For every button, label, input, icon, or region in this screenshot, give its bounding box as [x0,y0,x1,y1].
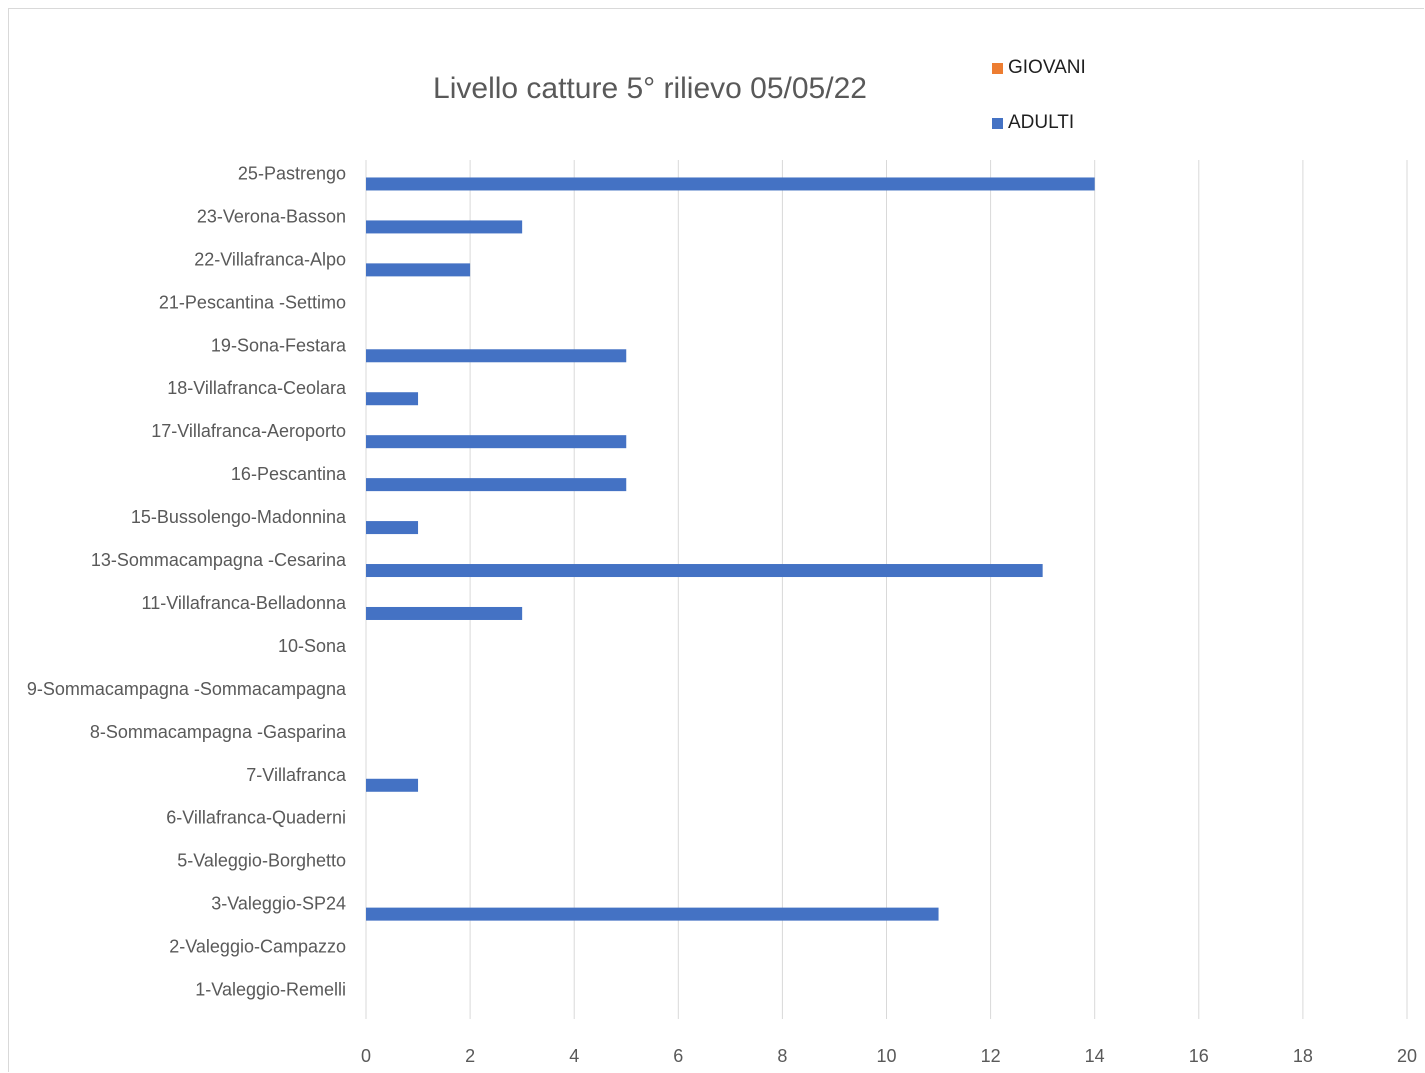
category-label: 21-Pescantina -Settimo [159,292,346,312]
chart-title: Livello catture 5° rilievo 05/05/22 [433,72,867,105]
x-tick-label: 4 [569,1046,579,1066]
category-label: 10-Sona [278,636,347,656]
bar-adulti [366,907,939,921]
x-tick-label: 14 [1085,1046,1105,1066]
category-label: 18-Villafranca-Ceolara [167,378,347,398]
bar-adulti [366,478,627,492]
category-label: 6-Villafranca-Quaderni [166,808,346,828]
chart-frame [8,8,1424,1072]
bar-adulti [366,435,627,449]
category-label: 3-Valeggio-SP24 [211,894,346,914]
category-label: 15-Bussolengo-Madonnina [131,507,347,527]
category-label: 5-Valeggio-Borghetto [177,851,346,871]
bar-adulti [366,220,523,234]
x-tick-label: 12 [981,1046,1001,1066]
legend-swatch-giovani [992,62,1003,74]
legend-item-adulti: ADULTI [992,112,1074,134]
category-label: 22-Villafranca-Alpo [194,249,346,269]
legend-label-adulti: ADULTI [1008,112,1075,133]
bar-adulti [366,778,419,792]
category-label: 11-Villafranca-Belladonna [142,593,347,613]
bar-adulti [366,392,419,406]
bar-adulti [366,564,1043,578]
x-tick-label: 2 [465,1046,475,1066]
category-label: 13-Sommacampagna -Cesarina [91,550,347,570]
category-label: 23-Verona-Basson [197,206,346,226]
bar-adulti [366,263,471,277]
category-label: 9-Sommacampagna -Sommacampagna [27,679,347,699]
bar-adulti [366,521,419,535]
category-label: 16-Pescantina [231,464,347,484]
x-tick-label: 6 [673,1046,683,1066]
category-label: 8-Sommacampagna -Gasparina [90,722,347,742]
x-tick-label: 10 [876,1046,896,1066]
x-tick-label: 18 [1293,1046,1313,1066]
category-label: 17-Villafranca-Aeroporto [151,421,346,441]
x-tick-label: 0 [361,1046,371,1066]
category-label: 19-Sona-Festara [211,335,347,355]
category-label: 25-Pastrengo [238,163,346,183]
bar-adulti [366,177,1095,191]
bar-adulti [366,349,627,363]
x-tick-label: 20 [1397,1046,1417,1066]
legend-label-giovani: GIOVANI [1008,57,1086,78]
bar-adulti [366,606,523,620]
legend-swatch-adulti [992,117,1003,129]
legend-item-giovani: GIOVANI [992,57,1086,79]
x-tick-label: 8 [777,1046,787,1066]
category-label: 1-Valeggio-Remelli [195,980,346,1000]
category-label: 7-Villafranca [246,765,347,785]
category-label: 2-Valeggio-Campazzo [169,937,346,957]
x-tick-label: 16 [1189,1046,1209,1066]
